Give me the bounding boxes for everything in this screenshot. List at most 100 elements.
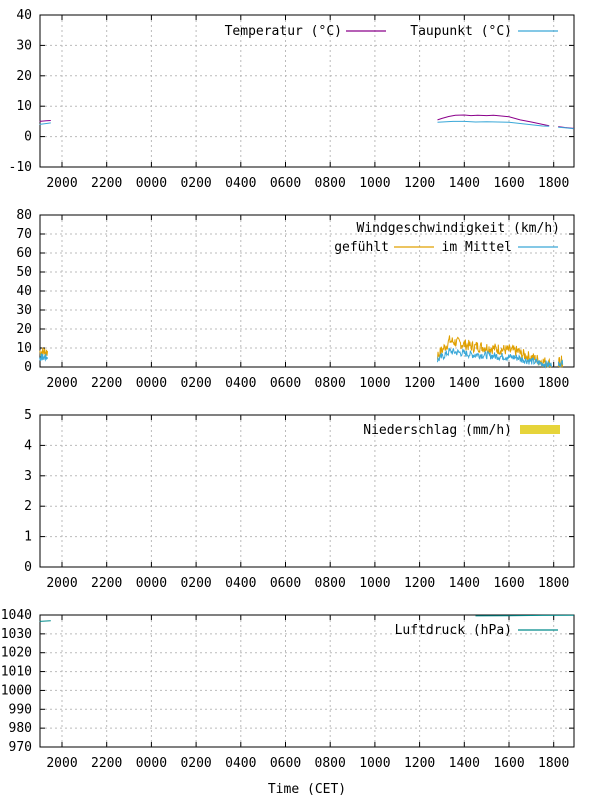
y-tick-label: 0 xyxy=(24,560,32,575)
x-tick-label: 0600 xyxy=(270,176,301,191)
y-tick-label: 970 xyxy=(9,740,32,755)
y-tick-label: 0 xyxy=(24,360,32,375)
pressure-plot-frame xyxy=(39,614,575,748)
x-tick-label: 0000 xyxy=(136,376,167,391)
y-tick-label: 980 xyxy=(9,721,32,736)
x-tick-label: 0600 xyxy=(270,576,301,591)
y-tick-label: 40 xyxy=(16,8,32,23)
x-tick-label: 0800 xyxy=(315,756,346,771)
wind-mean-line xyxy=(557,359,564,367)
y-tick-label: 10 xyxy=(16,341,32,356)
x-tick-label: 1200 xyxy=(404,576,435,591)
y-tick-label: 80 xyxy=(16,208,32,223)
pressure-line xyxy=(39,620,51,622)
y-tick-label: 990 xyxy=(9,702,32,717)
wind-mean-line xyxy=(437,347,552,369)
x-tick-label: 1400 xyxy=(449,176,480,191)
x-tick-label: 1200 xyxy=(404,176,435,191)
x-tick-label: 2000 xyxy=(46,756,77,771)
x-tick-label: 1600 xyxy=(493,376,524,391)
x-tick-label: 1400 xyxy=(449,376,480,391)
y-tick-label: 30 xyxy=(16,38,32,53)
x-tick-label: 1800 xyxy=(538,376,569,391)
y-tick-label: -10 xyxy=(9,160,32,175)
x-tick-label: 1400 xyxy=(449,756,480,771)
temperature-line xyxy=(437,114,550,127)
y-tick-label: 5 xyxy=(24,408,32,423)
legend-pressure-label: Luftdruck (hPa) xyxy=(395,623,512,638)
y-tick-label: 0 xyxy=(24,130,32,145)
x-axis-title: Time (CET) xyxy=(268,782,346,797)
x-tick-label: 1000 xyxy=(359,176,390,191)
x-tick-label: 2200 xyxy=(91,176,122,191)
y-tick-label: 1010 xyxy=(1,665,32,680)
wind-gust-line xyxy=(437,335,552,368)
x-tick-label: 0400 xyxy=(225,756,256,771)
y-tick-label: 10 xyxy=(16,99,32,114)
x-tick-label: 0600 xyxy=(270,376,301,391)
x-tick-label: 0400 xyxy=(225,376,256,391)
y-tick-label: 50 xyxy=(16,265,32,280)
x-tick-label: 0000 xyxy=(136,176,167,191)
legend-precipitation-label: Niederschlag (mm/h) xyxy=(363,423,512,438)
x-tick-label: 0200 xyxy=(180,756,211,771)
x-tick-label: 0000 xyxy=(136,756,167,771)
dewpoint-line xyxy=(558,126,574,130)
y-tick-label: 1 xyxy=(24,530,32,545)
x-tick-label: 0000 xyxy=(136,576,167,591)
x-tick-label: 2200 xyxy=(91,576,122,591)
x-tick-label: 0200 xyxy=(180,576,211,591)
y-tick-label: 1000 xyxy=(1,683,32,698)
x-tick-label: 1600 xyxy=(493,176,524,191)
y-tick-label: 40 xyxy=(16,284,32,299)
precipitation-plot-frame xyxy=(39,414,575,568)
dewpoint-line xyxy=(437,120,550,127)
x-tick-label: 2200 xyxy=(91,376,122,391)
x-tick-label: 0800 xyxy=(315,576,346,591)
y-tick-label: 2 xyxy=(24,499,32,514)
x-tick-label: 1800 xyxy=(538,176,569,191)
precipitation-panel: 0 1 2 3 4 5 2000 2200 0000 0200 0400 0600 0800 1000 1… xyxy=(24,408,575,591)
y-tick-label: 1030 xyxy=(1,627,32,642)
legend-temperature-label: Temperatur (°C) xyxy=(225,24,342,39)
legend-precipitation-swatch xyxy=(520,425,560,434)
legend-wind-title: Windgeschwindigkeit (km/h) xyxy=(357,221,561,236)
x-tick-label: 0400 xyxy=(225,576,256,591)
x-tick-label: 2000 xyxy=(46,176,77,191)
x-tick-label: 1400 xyxy=(449,576,480,591)
y-tick-label: 1020 xyxy=(1,646,32,661)
pressure-panel: 970 980 990 1000 1010 1020 1030 1040 2000 2200 00… xyxy=(1,608,575,771)
x-tick-label: 0800 xyxy=(315,376,346,391)
y-tick-label: 3 xyxy=(24,469,32,484)
y-tick-label: 1040 xyxy=(1,608,32,623)
legend-dewpoint-label: Taupunkt (°C) xyxy=(410,24,512,39)
y-tick-label: 20 xyxy=(16,322,32,337)
wind-panel: 0 10 20 30 40 50 60 70 80 2000 2200 0000 0200 0400 06… xyxy=(16,208,575,391)
dewpoint-line xyxy=(39,122,51,125)
x-tick-label: 1000 xyxy=(359,756,390,771)
x-tick-label: 0400 xyxy=(225,176,256,191)
x-tick-label: 1800 xyxy=(538,756,569,771)
x-tick-label: 0600 xyxy=(270,756,301,771)
x-tick-label: 1200 xyxy=(404,756,435,771)
x-tick-label: 0200 xyxy=(180,376,211,391)
pressure-line xyxy=(475,614,574,617)
x-tick-label: 2000 xyxy=(46,376,77,391)
temperature-plot-frame xyxy=(39,14,575,168)
x-tick-label: 0800 xyxy=(315,176,346,191)
x-tick-label: 0200 xyxy=(180,176,211,191)
y-tick-label: 4 xyxy=(24,438,32,453)
x-tick-label: 1600 xyxy=(493,756,524,771)
legend-gust-label: gefühlt xyxy=(334,240,389,255)
temperature-panel: -10 0 10 20 30 40 2000 2200 0000 0200 0400 0600 080… xyxy=(9,8,575,191)
x-tick-label: 2200 xyxy=(91,756,122,771)
temperature-line xyxy=(39,120,51,122)
x-tick-label: 1600 xyxy=(493,576,524,591)
x-tick-label: 2000 xyxy=(46,576,77,591)
wind-mean-line xyxy=(39,352,48,362)
y-tick-label: 60 xyxy=(16,246,32,261)
y-tick-label: 30 xyxy=(16,303,32,318)
y-tick-label: 70 xyxy=(16,227,32,242)
x-tick-label: 1000 xyxy=(359,376,390,391)
